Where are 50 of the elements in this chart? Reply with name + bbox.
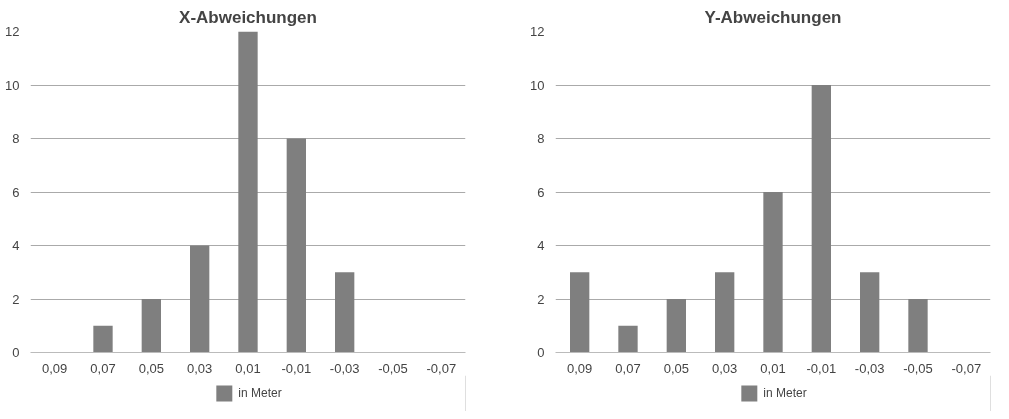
x-tick-label: 0,03 <box>712 360 738 376</box>
x-tick-label: -0,05 <box>903 360 933 376</box>
x-tick-label: 0,07 <box>90 360 116 376</box>
x-tick-label: -0,07 <box>426 360 457 376</box>
x-tick-label: -0,03 <box>329 360 360 376</box>
bar <box>811 85 831 353</box>
bar <box>860 272 880 353</box>
x-tick-label: -0,03 <box>854 360 885 376</box>
x-tick-label: -0,05 <box>378 360 408 376</box>
y-tick-label: 6 <box>12 184 20 200</box>
bar <box>763 192 783 353</box>
bar <box>238 31 258 353</box>
y-tick-label: 2 <box>12 291 20 307</box>
x-tick-label: 0,09 <box>42 360 68 376</box>
y-tick-label: 4 <box>12 238 20 253</box>
bar <box>570 272 590 353</box>
x-tick-label: 0,01 <box>760 360 786 376</box>
bar <box>666 299 686 353</box>
bar <box>93 325 113 353</box>
x-tick-label: 0,07 <box>615 360 641 376</box>
y-tick-label: 4 <box>537 238 545 253</box>
x-tick-label: 0,01 <box>235 360 261 376</box>
bar <box>335 272 355 353</box>
x-tick-label: 0,09 <box>567 360 593 376</box>
bar <box>190 245 210 353</box>
legend-label: in Meter <box>238 386 282 400</box>
x-tick-label: -0,07 <box>951 360 982 376</box>
bar <box>908 299 928 353</box>
x-tick-label: 0,03 <box>187 360 213 376</box>
x-tick-label: 0,05 <box>663 360 689 376</box>
x-tick-label: -0,01 <box>806 360 837 376</box>
chart-title: X-Abweichungen <box>179 7 317 27</box>
y-tick-label: 6 <box>537 184 545 200</box>
y-tick-label: 8 <box>537 131 545 146</box>
y-tick-label: 10 <box>5 77 20 93</box>
x-tick-label: -0,01 <box>281 360 312 376</box>
y-tick-label: 0 <box>537 345 545 360</box>
bar <box>141 299 161 353</box>
y-tick-label: 8 <box>12 131 20 146</box>
y-tick-label: 12 <box>530 24 545 39</box>
y-tick-label: 0 <box>12 345 20 360</box>
bar <box>286 138 306 353</box>
x-tick-label: 0,05 <box>138 360 164 376</box>
bar <box>618 325 638 353</box>
y-tick-label: 12 <box>5 24 20 39</box>
y-tick-label: 10 <box>530 77 545 93</box>
legend-label: in Meter <box>763 386 807 400</box>
y-tick-label: 2 <box>537 291 545 307</box>
bar <box>715 272 735 353</box>
chart-title: Y-Abweichungen <box>704 7 842 27</box>
